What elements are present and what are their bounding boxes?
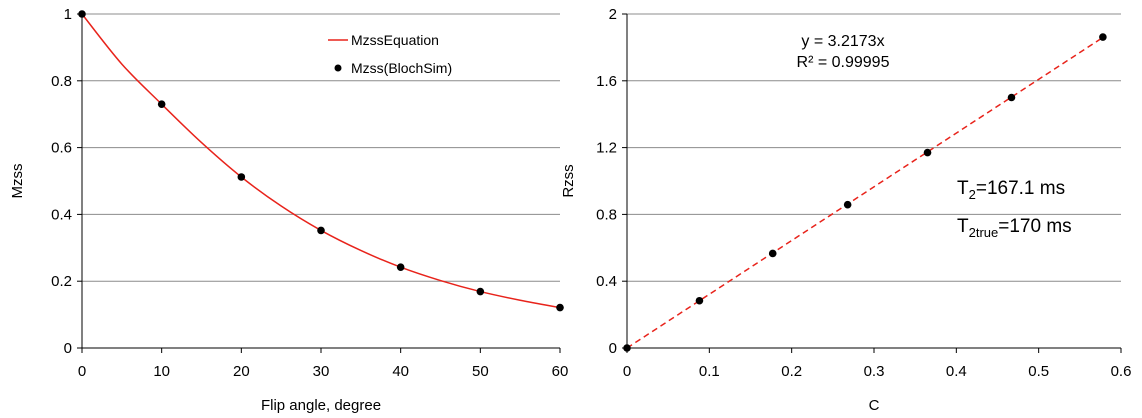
data-point — [923, 148, 932, 157]
left-legend: MzssEquation Mzss(BlochSim) — [328, 32, 452, 76]
data-point — [317, 226, 325, 235]
x-tick-label: 0.6 — [1111, 363, 1132, 380]
x-tick-label: 0.5 — [1028, 363, 1049, 380]
data-point — [768, 249, 777, 258]
x-tick-label: 0.3 — [864, 363, 885, 380]
left-x-axis-title: Flip angle, degree — [261, 397, 381, 414]
data-point — [1007, 93, 1016, 102]
t2-annotation: T2=167.1 ms — [957, 178, 1065, 202]
right-y-ticks — [622, 13, 627, 349]
y-tick-label: 0.4 — [51, 206, 72, 223]
x-tick-label: 0 — [623, 363, 631, 380]
left-x-ticks — [81, 348, 561, 353]
left-y-tick-labels: 0 0.2 0.4 0.6 0.8 1 — [51, 6, 72, 357]
right-y-axis-title: Rzss — [560, 164, 577, 197]
y-tick-label: 1.2 — [596, 140, 617, 157]
right-y-tick-labels: 0 0.4 0.8 1.2 1.6 2 — [596, 6, 617, 357]
trendline-equation: y = 3.2173x — [801, 33, 884, 50]
x-tick-label: 60 — [552, 363, 569, 380]
data-point — [78, 10, 86, 18]
t2true-annotation: T2true=170 ms — [957, 216, 1072, 240]
x-tick-label: 10 — [153, 363, 170, 380]
trendline-r-squared: R² = 0.99995 — [797, 54, 890, 71]
x-tick-label: 0 — [78, 363, 86, 380]
y-tick-label: 0.2 — [51, 273, 72, 290]
y-tick-label: 1 — [64, 6, 72, 23]
y-tick-label: 2 — [609, 6, 617, 23]
x-tick-label: 0.1 — [699, 363, 720, 380]
left-series-markers-mzss-blochsim — [78, 10, 564, 312]
y-tick-label: 0 — [609, 340, 617, 357]
data-point — [556, 303, 564, 312]
data-point — [476, 287, 485, 296]
right-x-ticks — [626, 348, 1122, 353]
right-trendline — [626, 36, 1104, 349]
right-x-tick-labels: 0 0.1 0.2 0.3 0.4 0.5 0.6 — [623, 363, 1132, 380]
left-y-axis-title: Mzss — [9, 164, 26, 199]
y-tick-label: 0.8 — [51, 73, 72, 90]
data-point — [695, 296, 704, 305]
x-tick-label: 50 — [472, 363, 489, 380]
left-x-tick-labels: 0 10 20 30 40 50 60 — [78, 363, 569, 380]
chart-right: 0 0.1 0.2 0.3 0.4 0.5 0.6 0 0.4 0.8 1.2 1.6 2 C Rzs… — [560, 6, 1131, 414]
right-gridlines — [627, 13, 1121, 282]
y-tick-label: 0 — [64, 340, 72, 357]
x-tick-label: 30 — [313, 363, 330, 380]
data-point — [843, 200, 852, 209]
y-tick-label: 0.8 — [596, 206, 617, 223]
legend-label-mzss-equation: MzssEquation — [351, 32, 439, 48]
y-tick-label: 0.4 — [596, 273, 617, 290]
data-point — [237, 173, 246, 181]
left-series-line-mzss-equation — [81, 13, 561, 309]
left-gridlines — [82, 13, 560, 282]
chart-left: 0 10 20 30 40 50 60 0 0.2 0.4 0.6 0.8 1 Flip angle,… — [9, 6, 568, 414]
y-tick-label: 0.6 — [51, 140, 72, 157]
right-data-points — [623, 33, 1107, 352]
y-tick-label: 1.6 — [596, 73, 617, 90]
x-tick-label: 20 — [233, 363, 250, 380]
data-point — [1099, 33, 1107, 41]
left-y-ticks — [77, 13, 82, 349]
x-tick-label: 0.2 — [781, 363, 802, 380]
data-point — [396, 263, 405, 271]
data-point — [157, 100, 166, 108]
data-point — [623, 344, 631, 352]
legend-marker-swatch — [334, 64, 342, 72]
x-tick-label: 40 — [392, 363, 409, 380]
right-x-axis-title: C — [869, 397, 880, 414]
legend-label-mzss-blochsim: Mzss(BlochSim) — [351, 60, 452, 76]
x-tick-label: 0.4 — [946, 363, 967, 380]
